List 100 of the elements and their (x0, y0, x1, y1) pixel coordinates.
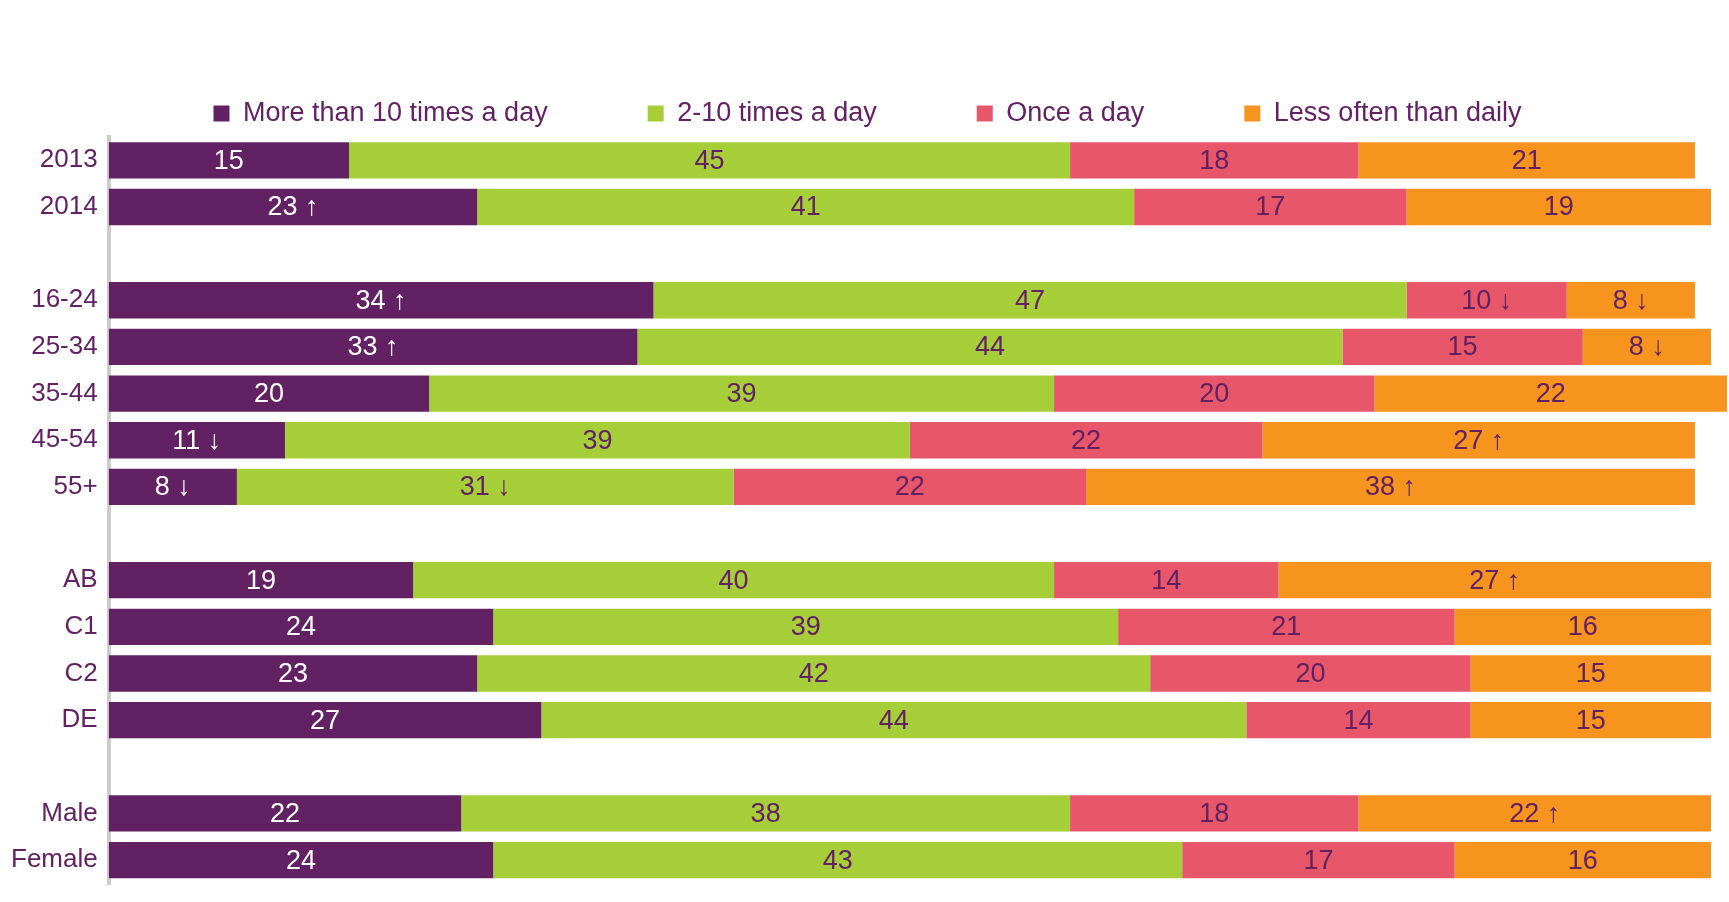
data-label: 39 (790, 611, 821, 642)
bar (461, 795, 1071, 832)
bar (653, 282, 1407, 319)
data-label: 19 (245, 564, 276, 595)
data-label: 11 ↓ (172, 424, 222, 455)
y-tick-label: 16-24 (31, 283, 98, 314)
bar (1070, 795, 1359, 832)
data-label: 38 ↑ (1365, 471, 1417, 502)
data-label: 27 ↑ (1453, 424, 1505, 455)
bar (1086, 468, 1695, 506)
bar (477, 188, 1135, 226)
bar (1406, 188, 1711, 226)
data-label: 17 (1255, 191, 1286, 222)
bar (1566, 282, 1695, 319)
data-label: 10 ↓ (1461, 284, 1513, 315)
data-label: 16 (1567, 844, 1598, 875)
bar (1182, 841, 1455, 879)
y-tick-label: C2 (64, 656, 98, 687)
data-label: 44 (974, 331, 1005, 362)
data-label: 19 (1543, 191, 1574, 222)
bar (733, 468, 1087, 506)
bar (108, 701, 542, 739)
bar (284, 422, 910, 459)
bar (108, 468, 237, 506)
data-label: 18 (1199, 797, 1230, 828)
data-label: 44 (878, 704, 909, 735)
bar (493, 841, 1183, 879)
data-label: 8 ↓ (1612, 284, 1649, 315)
data-label: 8 ↓ (1628, 331, 1665, 362)
data-label: 31 ↓ (459, 471, 511, 502)
bar (477, 655, 1151, 692)
data-label: 45 (694, 144, 725, 175)
bar (637, 328, 1343, 366)
y-tick-label: 35-44 (31, 376, 98, 407)
bar (1582, 328, 1711, 366)
bar (1470, 701, 1711, 739)
y-tick-label: DE (61, 703, 98, 734)
bar (1134, 188, 1407, 226)
bar (1118, 608, 1455, 646)
data-label: 42 (798, 657, 829, 688)
data-label: 27 ↑ (1469, 564, 1521, 595)
bar (108, 188, 478, 226)
data-label: 20 (253, 378, 284, 409)
bar (1454, 841, 1711, 879)
bar (1070, 142, 1359, 179)
data-label: 17 (1303, 844, 1334, 875)
bar (349, 142, 1071, 179)
bar (108, 841, 494, 879)
bar (1246, 701, 1471, 739)
bar (429, 375, 1055, 412)
data-label: 34 ↑ (355, 284, 407, 315)
bar (1358, 795, 1711, 832)
data-label: 24 (285, 844, 316, 875)
data-label: 15 (213, 144, 244, 175)
data-label: 21 (1271, 611, 1302, 642)
y-tick-label: 25-34 (31, 330, 98, 361)
y-tick-label: 2013 (39, 143, 98, 174)
y-tick-label: AB (63, 563, 98, 594)
bar (413, 561, 1055, 599)
data-label: 23 (277, 657, 308, 688)
bar (1150, 655, 1471, 692)
data-label: 43 (822, 844, 853, 875)
data-label: 22 (1535, 378, 1566, 409)
bar (108, 561, 414, 599)
bar (108, 795, 462, 832)
data-label: 41 (790, 191, 821, 222)
bar (1406, 282, 1567, 319)
bar (236, 468, 734, 506)
legend-label: Less often than daily (1273, 96, 1523, 127)
data-label: 14 (1151, 564, 1182, 595)
y-tick-label: C1 (64, 610, 98, 640)
legend-label: More than 10 times a day (242, 96, 549, 127)
bar (108, 328, 638, 366)
bar (1054, 561, 1279, 599)
data-label: 38 (750, 797, 781, 828)
bar (1374, 375, 1727, 412)
data-label: 39 (582, 424, 613, 455)
bar (1262, 422, 1695, 459)
data-label: 15 (1575, 704, 1606, 735)
bar (108, 422, 285, 459)
data-label: 20 (1199, 378, 1230, 409)
y-tick-label: 45-54 (31, 423, 98, 454)
bar (108, 142, 350, 179)
legend-label: 2-10 times a day (677, 96, 878, 127)
bar (1470, 655, 1711, 692)
data-label: 15 (1575, 657, 1606, 688)
data-label: 27 (309, 704, 341, 735)
bar (909, 422, 1263, 459)
data-label: 40 (718, 564, 749, 595)
data-label: 8 ↓ (154, 471, 191, 502)
bar (541, 701, 1247, 739)
legend-label: Once a day (1006, 96, 1145, 127)
bar (108, 608, 494, 646)
bar (1054, 375, 1375, 412)
bar (108, 282, 654, 319)
data-label: 14 (1343, 704, 1374, 735)
bar (108, 655, 478, 692)
data-label: 22 (894, 471, 925, 502)
y-tick-label: Male (41, 796, 98, 827)
data-label: 24 (285, 611, 316, 642)
